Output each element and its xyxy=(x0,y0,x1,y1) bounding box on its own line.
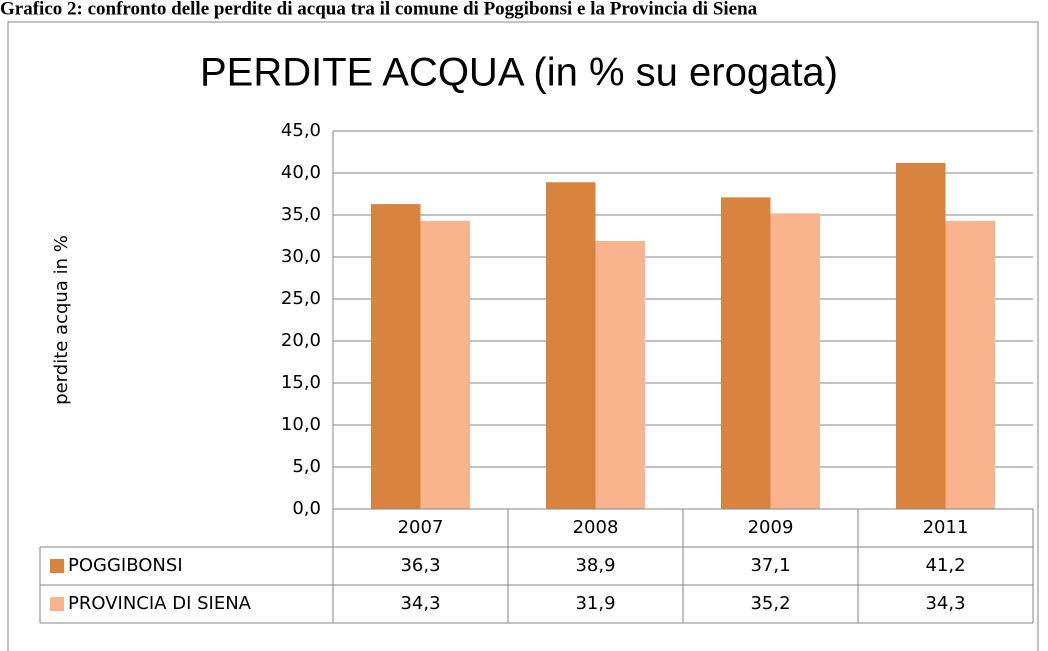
table-value: 35,2 xyxy=(750,593,790,614)
bar xyxy=(420,220,470,509)
x-tick-label: 2011 xyxy=(923,517,969,538)
bar xyxy=(945,220,995,509)
y-tick-label: 0,0 xyxy=(292,498,321,519)
table-value: 37,1 xyxy=(750,555,790,576)
table-value: 36,3 xyxy=(400,555,440,576)
table-value: 31,9 xyxy=(575,593,615,614)
y-axis-label: perdite acqua in % xyxy=(51,235,72,405)
y-tick-label: 35,0 xyxy=(281,204,321,225)
x-tick-label: 2008 xyxy=(573,517,619,538)
y-tick-label: 20,0 xyxy=(281,330,321,351)
bar xyxy=(546,182,596,510)
caption: Grafico 2: confronto delle perdite di ac… xyxy=(0,0,758,19)
bar xyxy=(721,197,771,510)
bar xyxy=(595,241,645,510)
y-tick-label: 45,0 xyxy=(281,120,321,141)
y-tick-label: 40,0 xyxy=(281,162,321,183)
legend-swatch xyxy=(50,597,64,611)
y-tick-label: 30,0 xyxy=(281,246,321,267)
y-tick-label: 15,0 xyxy=(281,372,321,393)
table-value: 34,3 xyxy=(400,593,440,614)
bar xyxy=(371,204,421,509)
bar xyxy=(896,162,946,510)
legend-label: POGGIBONSI xyxy=(68,555,183,576)
y-tick-label: 25,0 xyxy=(281,288,321,309)
legend-swatch xyxy=(50,559,64,573)
chart-title: PERDITE ACQUA (in % su erogata) xyxy=(200,51,838,95)
y-tick-label: 10,0 xyxy=(281,414,321,435)
table-value: 38,9 xyxy=(575,555,615,576)
table-value: 34,3 xyxy=(925,593,965,614)
legend-label: PROVINCIA DI SIENA xyxy=(68,593,252,614)
chart-frame xyxy=(7,21,1039,651)
y-tick-label: 5,0 xyxy=(292,456,321,477)
x-tick-label: 2007 xyxy=(398,517,444,538)
bar xyxy=(770,213,820,509)
table-value: 41,2 xyxy=(925,555,965,576)
x-tick-label: 2009 xyxy=(748,517,794,538)
